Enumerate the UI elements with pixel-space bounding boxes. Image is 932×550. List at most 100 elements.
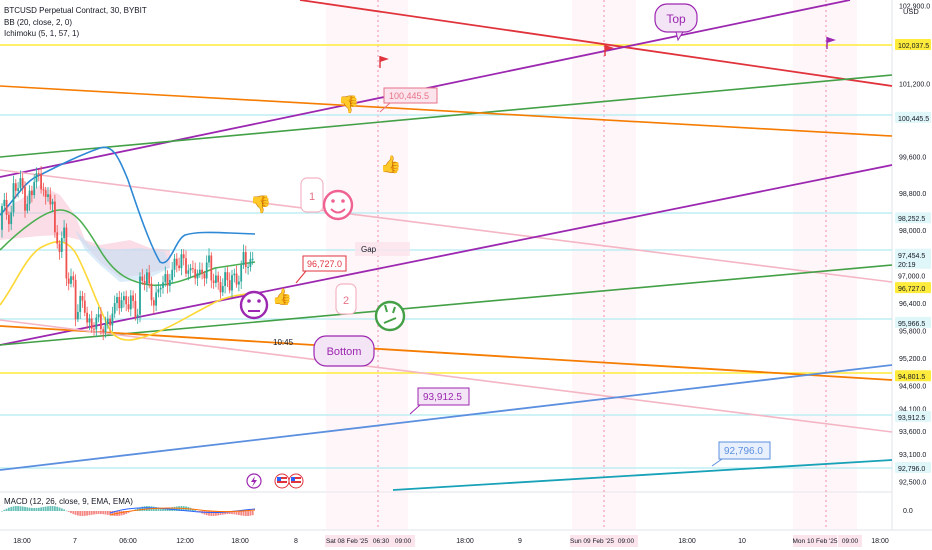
number-callout-2[interactable]: 2: [335, 283, 357, 315]
ichimoku-legend[interactable]: Ichimoku (5, 1, 57, 1): [4, 29, 80, 38]
price-callout-100445[interactable]: 100,445.5: [379, 87, 438, 113]
smirk-face-icon[interactable]: [374, 300, 406, 332]
candlestick-series[interactable]: [1, 166, 254, 341]
price-badge-6[interactable]: 95,966.5: [895, 316, 931, 328]
macd-bar: [205, 511, 208, 516]
candle-body: [208, 255, 210, 263]
bb-legend[interactable]: BB (20, close, 2, 0): [4, 17, 73, 27]
candle-body: [56, 232, 59, 244]
red-trend-line[interactable]: [299, 0, 893, 87]
price-badge-1[interactable]: 100,445.5: [895, 111, 931, 123]
candle-body: [100, 314, 102, 330]
macd-bar: [226, 511, 229, 515]
macd-bar: [12, 506, 15, 511]
pink-trend-line-upper[interactable]: [0, 169, 893, 283]
us-flag-icon[interactable]: [274, 473, 290, 489]
green-trend-line-upper[interactable]: [0, 74, 893, 158]
number-2-label: 2: [343, 295, 349, 307]
candle-body: [198, 269, 201, 274]
green-trend-line-lower[interactable]: [0, 264, 893, 346]
price-callout-92796[interactable]: 92,796.0: [711, 441, 771, 467]
macd-bar: [72, 511, 75, 515]
macd-bar: [49, 506, 52, 511]
flag-icon-red[interactable]: [379, 56, 389, 68]
candle-body: [10, 212, 13, 225]
bottom-callout[interactable]: Bottom: [313, 335, 375, 367]
price-badge-7[interactable]: 94,801.5: [895, 370, 931, 382]
macd-bar: [123, 511, 125, 515]
candle-body: [14, 183, 17, 191]
candle-body: [178, 265, 180, 269]
macd-bar: [102, 511, 105, 515]
candle-body: [215, 275, 217, 283]
orange-trend-line-upper[interactable]: [0, 85, 893, 137]
gap-label-box[interactable]: Gap: [355, 242, 410, 256]
candle-body: [83, 300, 86, 313]
price-badge-label-7: 94,801.5: [898, 374, 925, 381]
price-axis[interactable]: USD 102,900.0 101,200.0 99,600.0 98,800.0 98…: [895, 4, 931, 515]
time-axis[interactable]: 18:00 7 06:00 12:00 18:00 8 18:00 9 18:00 10 18:00…: [13, 535, 889, 547]
price-badge-3[interactable]: 97,454.5 20:19: [895, 248, 931, 269]
candle-body: [194, 269, 197, 279]
purple-trend-line-lower[interactable]: [0, 164, 893, 346]
macd-bar: [65, 510, 68, 512]
neutral-face-icon[interactable]: [239, 290, 269, 320]
macd-bar: [19, 506, 22, 511]
macd-bar: [221, 511, 224, 515]
thumbs-up-icon-small[interactable]: 👍: [272, 287, 292, 306]
price-callout-93912[interactable]: 93,912.5: [409, 387, 470, 415]
candle-body: [81, 296, 84, 301]
candle-body: [129, 295, 132, 310]
candle-body: [19, 178, 22, 189]
candle-body: [233, 273, 236, 276]
candle-body: [139, 276, 141, 315]
symbol-label[interactable]: BTCUSD Perpetual Contract, 30, BYBIT: [4, 6, 147, 15]
price-badge-0[interactable]: 102,037.5: [895, 39, 931, 50]
blue-trend-line[interactable]: [0, 364, 893, 471]
macd-bar: [42, 507, 45, 511]
price-callout-96727[interactable]: 96,727.0: [295, 255, 347, 284]
macd-bar: [215, 511, 217, 516]
price-badge-9[interactable]: 92,796.0: [895, 462, 931, 473]
candle-body: [249, 259, 252, 267]
candle-body: [141, 276, 144, 281]
time-highlight-2: 09:00: [391, 535, 415, 547]
price-badge-8[interactable]: 93,912.5: [895, 410, 931, 422]
indicator-legend: BTCUSD Perpetual Contract, 30, BYBIT BB …: [4, 5, 147, 40]
macd-legend[interactable]: MACD (12, 26, close, 9, EMA, EMA): [4, 497, 133, 506]
time-highlight-label-6: 09:00: [842, 538, 859, 545]
flag-icon-sun[interactable]: [604, 45, 614, 56]
number-callout-1[interactable]: 1: [300, 177, 324, 213]
us-flag-icon-2[interactable]: [288, 473, 304, 489]
macd-bar: [175, 506, 178, 511]
macd-bar: [196, 511, 199, 512]
time-tick-5: 8: [294, 538, 298, 545]
macd-bar: [159, 507, 162, 511]
macd-bar: [95, 511, 98, 515]
price-label-100445: 100,445.5: [389, 91, 429, 101]
thumbs-down-icon[interactable]: 👎: [338, 95, 359, 114]
macd-bar: [233, 511, 236, 515]
candle-body: [162, 282, 164, 288]
lightning-icon[interactable]: [246, 473, 262, 489]
flag-icon-purple[interactable]: [826, 37, 836, 49]
candle-body: [240, 264, 243, 282]
price-badge-5[interactable]: 96,727.0: [895, 282, 931, 294]
price-badge-4[interactable]: 97,000.0: [895, 269, 931, 281]
macd-bar: [106, 511, 109, 515]
teal-trend-line[interactable]: [392, 459, 893, 491]
candle-body: [187, 270, 190, 274]
candle-body: [203, 273, 206, 279]
candle-body: [118, 297, 121, 309]
price-badge-2[interactable]: 98,252.5: [895, 212, 931, 224]
candle-body: [205, 262, 208, 279]
candle-body: [44, 190, 47, 197]
pink-trend-line-lower[interactable]: [0, 319, 893, 433]
candle-body: [226, 272, 229, 281]
thumbs-up-icon[interactable]: 👍: [380, 154, 401, 174]
macd-bar: [81, 511, 84, 516]
smiley-face-icon[interactable]: [322, 189, 354, 221]
top-callout[interactable]: Top: [654, 3, 698, 42]
thumbs-down-icon-purple[interactable]: 👎: [250, 195, 271, 214]
